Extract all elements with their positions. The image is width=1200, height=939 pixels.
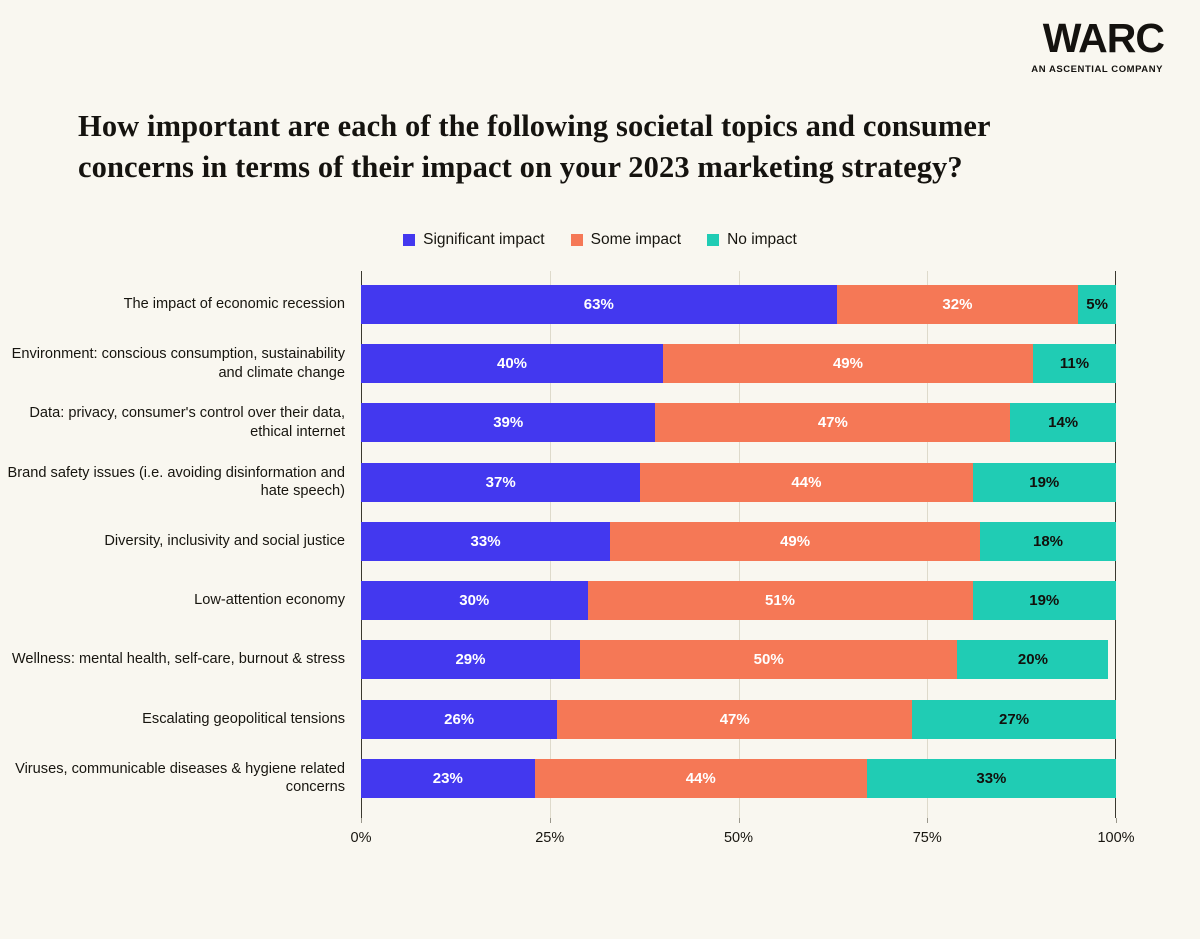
bar-segment-significant: 26% (361, 699, 558, 739)
legend-swatch-icon (570, 234, 583, 246)
bar-segment-significant: 40% (361, 344, 663, 384)
warc-logo: WARC AN ASCENTIAL COMPANY (1031, 15, 1165, 75)
category-label: Data: privacy, consumer's control over t… (29, 405, 345, 441)
x-tick-mark (738, 818, 740, 823)
bar-segment-none: 11% (1032, 344, 1116, 384)
bar-segment-some: 49% (610, 521, 981, 561)
x-axis-ticks: 0% 25% 50% 75% 100% (351, 818, 1135, 858)
bar-row: 29% 50% 20% (361, 640, 1116, 680)
category-label: Brand safety issues (i.e. avoiding disin… (7, 464, 345, 500)
category-label: Wellness: mental health, self-care, burn… (11, 651, 345, 668)
bar-row: 23% 44% 33% (361, 758, 1116, 798)
legend-swatch-icon (403, 234, 416, 246)
bar-segment-significant: 63% (361, 285, 837, 324)
x-tick-mark (549, 818, 551, 823)
category-label: Viruses, communicable diseases & hygiene… (15, 760, 345, 796)
bar-row: 33% 49% 18% (361, 521, 1116, 561)
legend-swatch-icon (707, 234, 720, 246)
bar-segment-significant: 29% (361, 640, 580, 680)
bar-segment-some: 47% (655, 403, 1011, 443)
category-label: Low-attention economy (194, 592, 345, 609)
bar-row: 40% 49% 11% (361, 344, 1116, 384)
category-label: Environment: conscious consumption, sust… (11, 346, 345, 381)
page-title: How important are each of the following … (78, 109, 991, 184)
bar-row: 39% 47% 14% (361, 403, 1116, 443)
bar-segment-some: 51% (587, 581, 973, 621)
legend-item-2[interactable]: No impact (707, 231, 797, 249)
bar-segment-significant: 39% (361, 403, 656, 443)
bar-segment-none: 5% (1078, 285, 1116, 324)
x-tick-mark (927, 818, 929, 823)
bar-segment-none: 18% (980, 521, 1116, 561)
category-axis-labels: The impact of economic recession Environm… (0, 271, 345, 818)
legend-item-1[interactable]: Some impact (570, 231, 682, 249)
category-label: Escalating geopolitical tensions (142, 710, 345, 727)
logo-tagline: AN ASCENTIAL COMPANY (1031, 64, 1163, 75)
bar-segment-none: 19% (972, 462, 1116, 502)
category-label: The impact of economic recession (123, 296, 345, 312)
legend-label: Significant impact (423, 231, 545, 248)
bar-segment-none: 19% (972, 581, 1116, 621)
bar-segment-some: 49% (663, 344, 1033, 384)
x-tick-label: 0% (350, 830, 372, 846)
bar-row: 30% 51% 19% (361, 581, 1116, 621)
category-label: Diversity, inclusivity and social justic… (104, 532, 345, 549)
legend-item-0[interactable]: Significant impact (403, 231, 545, 249)
bar-rows: 63% 32% 5% 40% 49% 11% 39% 47% 14% 37% 44% 19% 33% 49… (361, 271, 1116, 818)
x-tick-label: 100% (1097, 830, 1135, 846)
chart-legend: Significant impact Some impact No impact (0, 231, 1200, 249)
bar-segment-none: 33% (866, 758, 1116, 798)
plot-area: 63% 32% 5% 40% 49% 11% 39% 47% 14% 37% 44% 19% 33% 49… (361, 271, 1116, 818)
legend-label: No impact (727, 231, 797, 248)
x-tick-label: 75% (912, 830, 942, 846)
bar-segment-some: 32% (836, 285, 1079, 324)
x-tick-label: 25% (535, 830, 565, 846)
bar-segment-some: 44% (640, 462, 973, 502)
bar-segment-some: 50% (579, 640, 958, 680)
bar-segment-none: 20% (957, 640, 1109, 680)
bar-segment-significant: 37% (361, 462, 641, 502)
logo-wordmark: WARC (1042, 15, 1165, 61)
bar-segment-significant: 23% (361, 758, 535, 798)
bar-row: 63% 32% 5% (361, 285, 1116, 324)
bar-segment-none: 14% (1010, 403, 1116, 443)
bar-segment-none: 27% (912, 699, 1116, 739)
legend-label: Some impact (590, 231, 682, 248)
bar-segment-significant: 33% (361, 521, 611, 561)
x-tick-mark (1116, 818, 1117, 823)
bar-row: 26% 47% 27% (361, 699, 1116, 739)
bar-segment-some: 47% (557, 699, 913, 739)
x-tick-mark (361, 818, 362, 823)
x-tick-label: 50% (723, 830, 754, 846)
bar-row: 37% 44% 19% (361, 462, 1116, 502)
bar-segment-significant: 30% (361, 581, 588, 621)
stacked-bar-chart: 63% 32% 5% 40% 49% 11% 39% 47% 14% 37% 44% 19% 33% 49… (0, 271, 1200, 851)
bar-segment-some: 44% (534, 758, 867, 798)
